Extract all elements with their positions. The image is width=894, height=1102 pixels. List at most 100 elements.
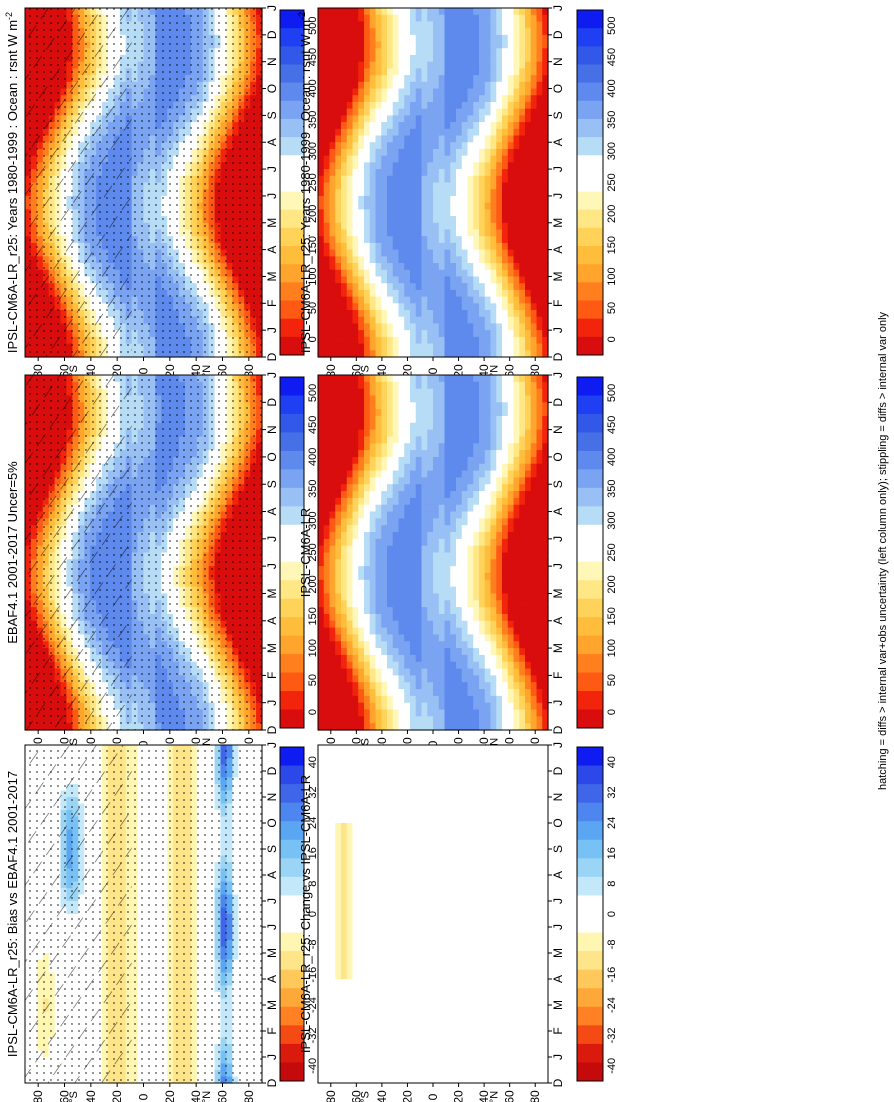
month-tick-label: D (265, 725, 279, 734)
colorbar-segment (280, 654, 304, 674)
lat-tick-label: 20 (110, 364, 124, 378)
hatching-overlay (25, 375, 132, 730)
month-tick-label: O (265, 84, 279, 93)
colorbar-label: 250 (307, 173, 319, 191)
colorbar-segment (280, 28, 304, 47)
month-tick-label: S (265, 480, 279, 488)
month-tick-label: A (265, 508, 279, 516)
panel-title: EBAF4.1 2001-2017 Uncer=5% (5, 461, 20, 644)
colorbar-label: 250 (307, 543, 319, 561)
lat-tick-label: 40 (84, 364, 98, 378)
colorbar-label: 400 (307, 79, 319, 97)
colorbar-label: 300 (307, 142, 319, 160)
colorbar-segment (280, 82, 304, 102)
north-label: °N (201, 365, 213, 377)
hatching-overlay (25, 8, 132, 357)
month-tick-label: M (265, 271, 279, 281)
colorbar-segment (280, 100, 304, 120)
colorbar-label: 300 (307, 511, 319, 529)
colorbar-segment (280, 395, 304, 415)
colorbar-segment (280, 635, 304, 655)
lat-tick-label: 40 (189, 364, 203, 378)
colorbar-segment (280, 336, 304, 356)
colorbar-label: 200 (307, 575, 319, 593)
colorbar-label: 0 (307, 709, 319, 715)
lat-tick-label: 80 (242, 364, 256, 378)
month-tick-label: S (265, 111, 279, 119)
month-tick-label: J (265, 372, 279, 378)
colorbar-label: 200 (307, 205, 319, 223)
colorbar-segment (280, 264, 304, 283)
colorbar-label: 450 (307, 416, 319, 434)
colorbar-segment (280, 246, 304, 265)
colorbar-segment (280, 318, 304, 338)
colorbar-label: 450 (307, 48, 319, 66)
month-tick-label: J (265, 5, 279, 11)
colorbar-segment (280, 691, 304, 711)
month-tick-label: M (265, 643, 279, 653)
colorbar-segment (280, 227, 304, 247)
colorbar-segment (280, 487, 304, 507)
colorbar-segment (280, 282, 304, 302)
colorbar-segment (280, 300, 304, 320)
month-tick-label: M (265, 588, 279, 598)
colorbar-segment (280, 561, 304, 581)
colorbar-segment (280, 524, 304, 544)
colorbar-segment (280, 598, 304, 618)
colorbar-segment (280, 543, 304, 563)
month-tick-label: J (265, 563, 279, 569)
colorbar-label: 500 (307, 384, 319, 402)
south-label: °S (68, 365, 80, 377)
month-tick-label: N (265, 57, 279, 66)
month-tick-label: D (265, 30, 279, 39)
colorbar-frame (279, 9, 305, 356)
month-tick-label: F (265, 672, 279, 679)
month-tick-label: J (265, 166, 279, 172)
colorbar-segment (280, 191, 304, 211)
colorbar-segment (280, 506, 304, 526)
colorbar-label: 100 (307, 639, 319, 657)
month-tick-label: A (265, 246, 279, 254)
colorbar-segment (280, 118, 304, 138)
month-tick-label: A (265, 138, 279, 146)
month-tick-label: N (265, 425, 279, 434)
month-tick-label: J (265, 193, 279, 199)
colorbar-label: 50 (307, 302, 319, 314)
month-tick-label: J (265, 700, 279, 706)
colorbar-segment (280, 450, 304, 470)
colorbar-segment (280, 10, 304, 29)
month-tick-label: A (265, 617, 279, 625)
colorbar-frame (279, 376, 305, 729)
colorbar-label: 150 (307, 607, 319, 625)
colorbar-segment (280, 580, 304, 600)
month-tick-label: D (265, 352, 279, 361)
colorbar-label: 400 (307, 448, 319, 466)
colorbar-segment (280, 377, 304, 396)
month-tick-label: J (265, 327, 279, 333)
lat-tick-label: 60 (216, 364, 230, 378)
lat-tick-label: 60 (58, 364, 72, 378)
colorbar-label: 0 (307, 336, 319, 342)
colorbar-label: 500 (307, 17, 319, 35)
colorbar-label: 50 (307, 674, 319, 686)
lat-tick-label: 0 (137, 740, 151, 747)
lat-tick-label: 20 (163, 364, 177, 378)
colorbar-segment (280, 137, 304, 156)
colorbar-label: 350 (307, 111, 319, 129)
south-label: °S (68, 738, 80, 750)
panel-title: IPSL-CM6A-LR_r25: Years 1980-1999 : Ocea… (4, 12, 20, 353)
month-tick-label: J (265, 536, 279, 542)
colorbar-segment (280, 432, 304, 452)
lat-tick-label: 80 (31, 364, 45, 378)
month-tick-label: O (265, 452, 279, 461)
colorbar-segment (280, 413, 304, 433)
colorbar-label: 350 (307, 480, 319, 498)
colorbar-segment (280, 709, 304, 729)
lat-tick-label: 0 (137, 367, 151, 374)
